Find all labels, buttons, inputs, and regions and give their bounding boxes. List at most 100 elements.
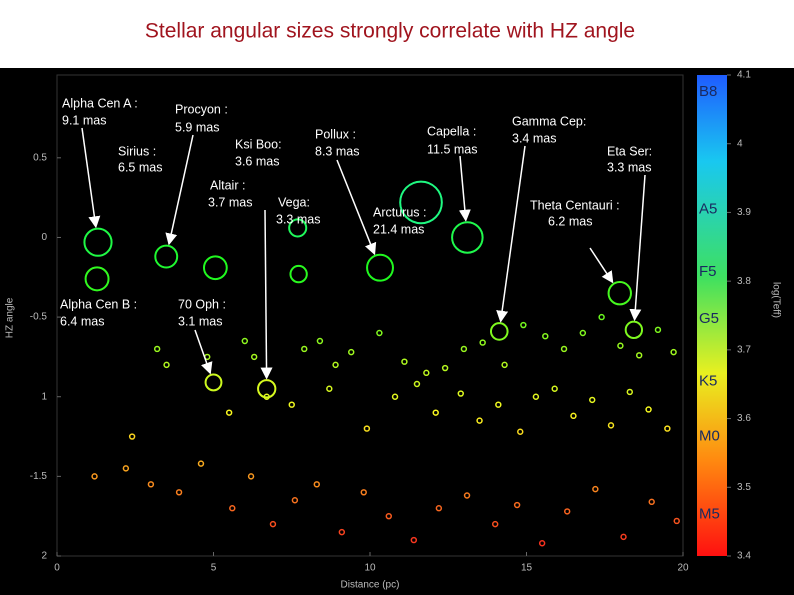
named-star — [289, 264, 308, 284]
star-size-label: 8.3 mas — [315, 144, 359, 158]
field-star — [620, 533, 627, 541]
y2-tick-label: 3.4 — [737, 551, 751, 562]
field-star — [316, 337, 324, 345]
arrow — [458, 155, 471, 222]
named-star — [366, 253, 394, 282]
star-name: Theta Centauri : — [530, 198, 620, 212]
star-size-label: 11.5 mas — [427, 142, 478, 156]
x-tick-label: 15 — [521, 563, 533, 574]
field-star — [385, 512, 392, 520]
star-name: Gamma Cep: — [512, 114, 586, 128]
field-star — [128, 433, 136, 440]
y2-tick-label: 3.7 — [737, 344, 751, 355]
arrow — [496, 145, 526, 323]
named-star — [202, 255, 228, 281]
star-name: 70 Oph : — [178, 297, 226, 311]
x-tick-label: 20 — [677, 563, 689, 574]
field-star — [513, 501, 521, 509]
field-star — [570, 412, 577, 420]
star-name: Pollux : — [315, 127, 356, 141]
star-size-label: 3.7 mas — [208, 195, 252, 209]
field-star — [229, 505, 236, 512]
star-size-label: 6.4 mas — [60, 314, 104, 328]
field-star — [441, 364, 449, 372]
field-star — [517, 428, 524, 435]
y-tick-label: 0 — [41, 232, 47, 243]
field-star — [332, 361, 339, 369]
arrow — [81, 127, 101, 229]
field-star — [338, 528, 346, 536]
field-star — [579, 329, 587, 337]
field-star — [432, 409, 439, 416]
star-size-label: 3.4 mas — [512, 131, 556, 145]
marks — [83, 180, 680, 547]
field-star — [413, 380, 421, 388]
field-star — [607, 422, 615, 429]
field-star — [269, 520, 277, 528]
star-size-label: 6.5 mas — [118, 160, 162, 174]
field-star — [91, 473, 98, 480]
y2-axis-label: log(Teff) — [770, 282, 781, 318]
field-star — [463, 492, 471, 499]
x-tick-label: 0 — [54, 563, 60, 574]
y-tick-label: -1.5 — [30, 471, 48, 482]
named-star — [154, 244, 179, 269]
x-axis-label: Distance (pc) — [341, 580, 400, 591]
field-star — [313, 481, 321, 488]
field-star — [551, 385, 558, 392]
field-star — [175, 489, 183, 496]
star-size-label: 6.2 mas — [548, 214, 592, 228]
field-star — [635, 352, 643, 359]
star-name: Alpha Cen B : — [60, 297, 137, 311]
field-star — [626, 388, 634, 396]
y2-tick-label: 3.5 — [737, 482, 751, 493]
field-star — [391, 393, 399, 400]
field-star — [247, 473, 255, 480]
field-star — [288, 401, 295, 408]
field-star — [435, 505, 443, 512]
field-star — [538, 540, 546, 547]
field-star — [122, 465, 130, 472]
star-size-label: 3.3 mas — [276, 212, 320, 226]
y2-tick-label: 3.8 — [737, 276, 751, 287]
field-star — [664, 425, 671, 432]
y-axis-label: HZ angle — [5, 297, 16, 338]
color-bar — [697, 75, 727, 556]
named-star — [288, 218, 308, 238]
field-star — [291, 497, 299, 504]
spectral-type-label: M5 — [699, 506, 720, 523]
y2-tick-label: 3.6 — [737, 413, 751, 424]
field-star — [520, 321, 527, 329]
y-tick-label: 1 — [41, 391, 47, 402]
spectral-type-label: G5 — [699, 310, 719, 327]
field-star — [479, 339, 486, 346]
star-size-label: 5.9 mas — [175, 120, 219, 134]
arrow — [336, 159, 377, 256]
named-star — [399, 180, 443, 225]
field-star — [563, 508, 571, 515]
field-star — [401, 358, 408, 365]
named-star — [624, 320, 644, 340]
slide-title: Stellar angular sizes strongly correlate… — [145, 20, 635, 43]
plot-background — [0, 68, 794, 595]
star-name: Arcturus : — [373, 205, 427, 219]
field-star — [673, 517, 680, 525]
star-name: Altair : — [210, 178, 245, 192]
y2-tick-label: 3.9 — [737, 207, 751, 218]
field-star — [501, 361, 508, 369]
spectral-type-label: K5 — [699, 372, 717, 389]
y2-tick-label: 4 — [737, 138, 743, 149]
field-star — [670, 348, 677, 356]
star-size-label: 3.1 mas — [178, 314, 222, 328]
spectral-type-label: M0 — [699, 427, 720, 444]
field-star — [376, 329, 383, 337]
named-star — [204, 373, 223, 392]
star-name: Alpha Cen A : — [62, 96, 138, 110]
field-star — [560, 345, 568, 353]
star-name: Eta Ser: — [607, 144, 652, 158]
named-star — [489, 322, 509, 341]
y-tick-label: 2 — [41, 551, 47, 562]
field-star — [410, 536, 418, 544]
